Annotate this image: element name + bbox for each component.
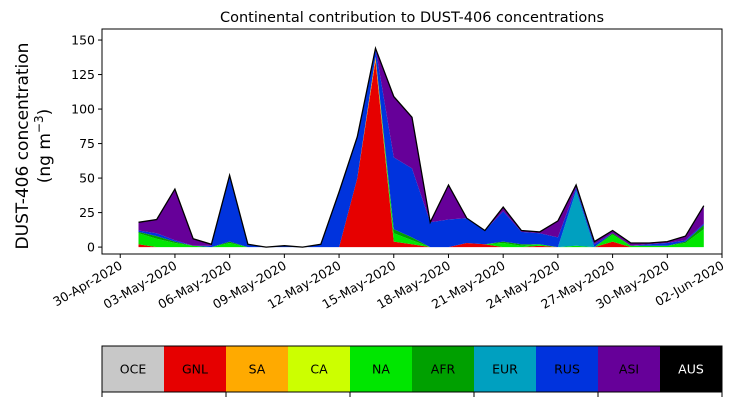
legend-label-gnl: GNL xyxy=(182,362,208,377)
legend-swatch-sa xyxy=(226,346,289,392)
chart-title: Continental contribution to DUST-406 con… xyxy=(220,10,604,26)
y-tick-label: 50 xyxy=(79,171,95,186)
y-tick-label: 150 xyxy=(71,33,95,48)
y-axis-label: DUST-406 concentration (ng m−3) xyxy=(13,43,55,250)
legend-swatch-eur xyxy=(474,346,537,392)
stacked-areas xyxy=(138,45,705,248)
legend-swatch-na xyxy=(350,346,413,392)
y-axis-unit-suffix: ) xyxy=(35,109,55,116)
legend-swatch-asi xyxy=(598,346,661,392)
y-tick-label: 100 xyxy=(71,102,95,117)
y-tick-label: 0 xyxy=(87,240,95,255)
legend-label-sa: SA xyxy=(249,362,266,377)
legend-swatch-ca xyxy=(288,346,351,392)
legend-swatch-gnl xyxy=(164,346,227,392)
total-outline xyxy=(138,45,705,248)
y-axis-unit-prefix: (ng m xyxy=(35,133,55,183)
legend-label-oce: OCE xyxy=(120,362,147,377)
legend-label-rus: RUS xyxy=(554,362,580,377)
legend-swatch-afr xyxy=(412,346,475,392)
y-tick-label: 75 xyxy=(79,136,95,151)
legend-label-ca: CA xyxy=(310,362,328,377)
legend-colorbar: OCE GNL SA CA NA AFR EUR RUS ASI AUS xyxy=(101,345,723,397)
x-axis: 30-Apr-202003-May-202006-May-202009-May-… xyxy=(50,254,727,312)
area-rus xyxy=(138,48,704,248)
y-axis-label-line1: DUST-406 concentration xyxy=(13,43,33,250)
legend-label-asi: ASI xyxy=(619,362,639,377)
y-axis-label-line2: (ng m−3) xyxy=(32,109,55,184)
legend-swatch-rus xyxy=(536,346,599,392)
plot-frame xyxy=(101,28,723,255)
legend-label-afr: AFR xyxy=(431,362,456,377)
y-axis-unit-superscript: −3 xyxy=(32,115,46,133)
y-axis: 0 25 50 75 100 125 150 xyxy=(71,33,102,255)
y-tick-label: 25 xyxy=(79,205,95,220)
legend-label-eur: EUR xyxy=(492,362,518,377)
y-tick-label: 125 xyxy=(71,67,95,82)
legend-swatch-oce xyxy=(102,346,165,392)
legend-swatch-aus xyxy=(660,346,723,392)
legend-label-aus: AUS xyxy=(678,362,704,377)
legend-label-na: NA xyxy=(372,362,390,377)
legend-frame xyxy=(101,345,723,393)
